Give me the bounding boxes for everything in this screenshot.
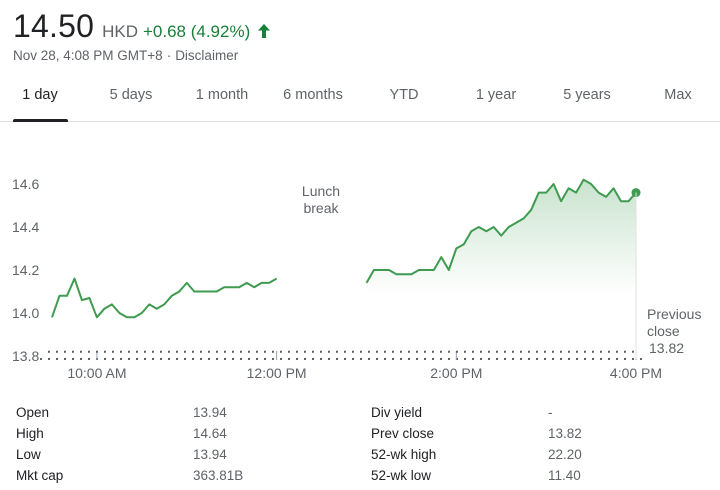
stat-value-mkt-cap: 363.81B xyxy=(193,468,244,483)
y-tick-label: 14.0 xyxy=(12,305,39,321)
stat-label-low: Low xyxy=(16,447,41,462)
arrow-up-icon xyxy=(258,24,271,38)
previous-close-value: 13.82 xyxy=(649,340,684,356)
intraday-price-chart[interactable]: 13.8 14.0 14.2 14.4 14.6 10:00 AM 12:00 PM 2:0… xyxy=(0,122,720,390)
stat-label-div-yield: Div yield xyxy=(371,405,423,420)
stat-value-low: 13.94 xyxy=(193,447,227,462)
lunch-break-label: Lunch xyxy=(302,183,340,199)
stat-value-prev-close: 13.82 xyxy=(548,426,582,441)
tab-5-days[interactable]: 5 days xyxy=(109,87,153,103)
stat-value-div-yield: - xyxy=(548,405,553,420)
y-tick-label: 14.6 xyxy=(12,176,39,192)
tab-ytd[interactable]: YTD xyxy=(389,87,419,103)
morning-price-line xyxy=(51,277,278,319)
active-tab-indicator xyxy=(13,119,68,122)
x-tick-label: 10:00 AM xyxy=(67,365,126,381)
timestamp: Nov 28, 4:08 PM GMT+8 xyxy=(13,48,163,63)
separator: · xyxy=(166,48,172,63)
current-price: 14.50 xyxy=(13,8,95,44)
stat-value-open: 13.94 xyxy=(193,405,227,420)
previous-close-label: Previous xyxy=(647,306,701,322)
disclaimer-link[interactable]: Disclaimer xyxy=(175,48,239,63)
x-tick-label: 4:00 PM xyxy=(610,365,662,381)
tab-6-months[interactable]: 6 months xyxy=(283,87,343,103)
stat-label-open: Open xyxy=(16,405,50,420)
afternoon-price-line xyxy=(365,178,637,284)
stat-label-prev-close: Prev close xyxy=(371,426,435,441)
x-axis: 10:00 AM 12:00 PM 2:00 PM 4:00 PM xyxy=(40,351,662,381)
currency-code: HKD xyxy=(102,22,138,41)
tab-1-year[interactable]: 1 year xyxy=(475,87,517,103)
x-tick-label: 12:00 PM xyxy=(247,365,307,381)
previous-close-label-line-2: close xyxy=(647,323,680,339)
stat-value-high: 14.64 xyxy=(193,426,227,441)
y-axis: 13.8 14.0 14.2 14.4 14.6 xyxy=(12,176,39,364)
y-tick-label: 14.4 xyxy=(12,219,39,235)
stat-label-52wk-high: 52-wk high xyxy=(371,447,437,462)
stat-label-52wk-low: 52-wk low xyxy=(371,468,432,483)
quote-header: 14.50 HKD +0.68 (4.92%) xyxy=(13,8,271,45)
lunch-break-label-line-2: break xyxy=(303,200,339,216)
stat-label-mkt-cap: Mkt cap xyxy=(16,468,64,483)
tab-1-month[interactable]: 1 month xyxy=(195,87,249,103)
stat-value-52wk-low: 11.40 xyxy=(548,468,581,483)
quote-timestamp-line: Nov 28, 4:08 PM GMT+8 · Disclaimer xyxy=(13,48,238,63)
time-range-tabs: 1 day 5 days 1 month 6 months YTD 1 year… xyxy=(0,75,720,122)
afternoon-area-fill xyxy=(366,179,636,294)
stat-value-52wk-high: 22.20 xyxy=(548,447,582,462)
y-tick-label: 13.8 xyxy=(12,348,39,364)
tab-1-day[interactable]: 1 day xyxy=(22,87,58,103)
price-change: +0.68 (4.92%) xyxy=(142,22,251,41)
stat-label-high: High xyxy=(16,426,44,441)
tab-5-years[interactable]: 5 years xyxy=(563,87,611,103)
y-tick-label: 14.2 xyxy=(12,262,39,278)
x-tick-label: 2:00 PM xyxy=(430,365,482,381)
tab-max[interactable]: Max xyxy=(664,87,692,103)
